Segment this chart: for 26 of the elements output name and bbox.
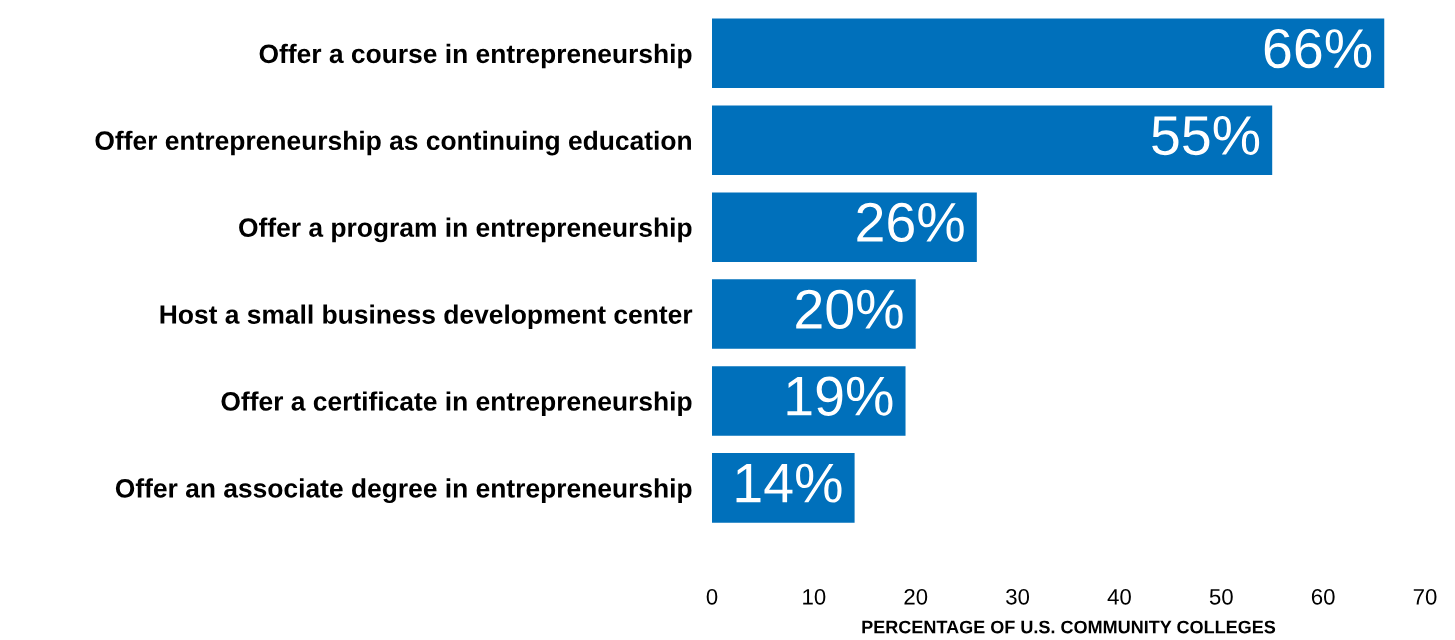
data-label: 55%	[1152, 116, 1260, 156]
y-tick-label: Offer a program in entrepreneurship	[239, 217, 692, 243]
x-axis-title: PERCENTAGE OF U.S. COMMUNITY COLLEGES	[862, 620, 1276, 634]
y-tick-label: Offer an associate degree in entrepreneurship	[115, 478, 692, 504]
x-tick-label: 30	[1006, 588, 1030, 605]
x-tick-label: 20	[904, 588, 928, 605]
bar	[712, 366, 906, 436]
y-tick-label: Host a small business development center	[160, 304, 693, 330]
y-tick-label: Offer entrepreneurship as continuing education	[95, 130, 691, 156]
x-tick-label: 60	[1311, 588, 1335, 605]
x-tick-label: 0	[706, 588, 718, 605]
data-label: 66%	[1264, 28, 1372, 69]
bar	[712, 192, 977, 262]
y-tick-label: Offer a certificate in entrepreneurship	[221, 391, 692, 416]
bar	[712, 279, 916, 349]
x-tick-label: 40	[1107, 588, 1131, 605]
bar	[712, 18, 1385, 89]
data-label: 14%	[736, 463, 842, 503]
data-label: 19%	[787, 376, 893, 416]
data-label: 20%	[796, 289, 903, 329]
x-tick-label: 10	[803, 588, 826, 605]
bar	[712, 105, 1273, 175]
data-label: 26%	[857, 202, 964, 243]
x-tick-label: 70	[1413, 588, 1437, 605]
x-tick-label: 50	[1209, 588, 1233, 605]
y-tick-label: Offer a course in entrepreneurship	[259, 43, 692, 69]
